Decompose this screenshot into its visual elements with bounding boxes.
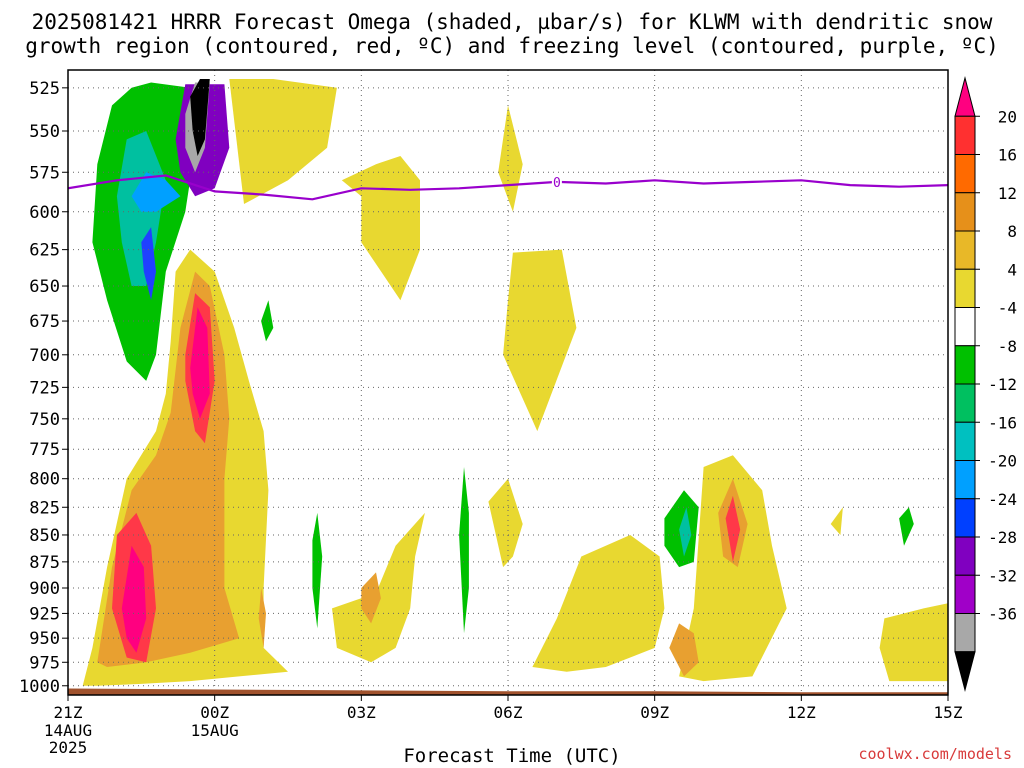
y-tick-label-800: 800 [29, 470, 60, 490]
y-tick-label-775: 775 [29, 440, 60, 460]
colorbar-bin-9 [954, 421, 976, 461]
terrain-band [68, 688, 948, 695]
omega-shade-16 [669, 623, 699, 677]
x-tick-label-2: 03Z [347, 703, 376, 722]
colorbar-label-9: -20 [988, 452, 1017, 471]
y-tick-label-725: 725 [29, 378, 60, 398]
colorbar-bin-2 [954, 154, 976, 194]
y-tick-label-900: 900 [29, 579, 60, 599]
omega-shade-15 [679, 455, 787, 682]
omega-shade-9 [498, 105, 523, 212]
colorbar-label-3: 8 [1007, 222, 1017, 241]
omega-shade-3 [190, 307, 210, 419]
omega-shade-19 [830, 507, 843, 535]
colorbar-bin-1 [954, 115, 976, 155]
chart-title-line2: growth region (contoured, red, ºC) and f… [25, 34, 999, 58]
colorbar-bin-3 [954, 192, 976, 232]
colorbar-label-5: -4 [998, 299, 1017, 318]
omega-shade-14 [532, 535, 665, 672]
colorbar-bin-8 [954, 383, 976, 423]
x-axis-label: Forecast Time (UTC) [403, 745, 621, 767]
omega-shade-18 [725, 495, 741, 562]
colorbar-label-6: -8 [998, 337, 1017, 356]
colorbar-label-8: -16 [988, 413, 1017, 432]
y-tick-label-875: 875 [29, 553, 60, 573]
omega-shade-7 [229, 79, 337, 204]
colorbar-label-13: -36 [988, 605, 1017, 624]
colorbar-label-7: -12 [988, 375, 1017, 394]
freezing-level-label: 0 [553, 176, 561, 191]
colorbar-bin-13 [954, 574, 976, 614]
colorbar-label-4: 4 [1007, 260, 1017, 279]
colorbar-bin-7 [954, 345, 976, 385]
omega-shade-5 [121, 545, 147, 653]
x-tick-label-0: 21Z [54, 703, 83, 722]
y-tick-label-525: 525 [29, 79, 60, 99]
x-tick-label-6: 15Z [934, 703, 963, 722]
x-sublabel-0-0: 14AUG [44, 721, 92, 740]
colorbar-label-1: 16 [998, 146, 1017, 165]
freezing-label-bg [551, 173, 562, 189]
x-tick-label-3: 06Z [494, 703, 523, 722]
omega-shade-12 [361, 572, 381, 624]
omega-shade-20 [879, 603, 948, 682]
omega-neg-shade-11 [679, 507, 692, 557]
colorbar-bin-14 [954, 613, 976, 653]
plot-area: 0 [68, 70, 948, 695]
colorbar-label-0: 20 [998, 107, 1017, 126]
omega-neg-shade-3 [141, 227, 156, 301]
omega-neg-shade-12 [899, 507, 914, 546]
y-tick-label-1000: 1000 [19, 677, 60, 697]
y-tick-label-600: 600 [29, 203, 60, 223]
y-tick-label-825: 825 [29, 498, 60, 518]
y-tick-label-550: 550 [29, 122, 60, 142]
omega-neg-shade-6 [190, 79, 210, 156]
chart-title-line1: 2025081421 HRRR Forecast Omega (shaded, … [31, 10, 993, 34]
omega-neg-shade-7 [261, 300, 274, 342]
y-tick-label-575: 575 [29, 163, 60, 183]
y-tick-label-750: 750 [29, 410, 60, 430]
colorbar-label-12: -32 [988, 566, 1017, 585]
omega-neg-shade-9 [459, 467, 469, 634]
colorbar-label-10: -24 [988, 490, 1017, 509]
freezing-level-line [68, 174, 948, 201]
colorbar-bin-4 [954, 230, 976, 270]
omega-shade-10 [503, 249, 577, 432]
omega-neg-shade-8 [312, 512, 323, 629]
colorbar-bin-10 [954, 460, 976, 500]
colorbar-bin-0 [954, 76, 976, 117]
colorbar-bin-12 [954, 536, 976, 576]
y-tick-label-625: 625 [29, 241, 60, 261]
colorbar-bin-11 [954, 498, 976, 538]
omega-shade-8 [341, 156, 420, 301]
y-tick-label-700: 700 [29, 346, 60, 366]
x-tick-label-5: 12Z [787, 703, 816, 722]
y-tick-label-650: 650 [29, 277, 60, 297]
x-sublabel-3-0: 15AUG [191, 721, 239, 740]
x-tick-label-4: 09Z [640, 703, 669, 722]
y-tick-label-850: 850 [29, 526, 60, 546]
y-tick-label-975: 975 [29, 653, 60, 673]
colorbar-bin-6 [954, 307, 976, 347]
y-tick-label-925: 925 [29, 604, 60, 624]
x-tick-label-1: 00Z [200, 703, 229, 722]
colorbar-label-2: 12 [998, 184, 1017, 203]
y-tick-label-950: 950 [29, 629, 60, 649]
x-sublabel-0-1: 2025 [49, 738, 88, 757]
colorbar-label-11: -28 [988, 528, 1017, 547]
omega-neg-shade-2 [131, 172, 181, 212]
omega-shade-6 [258, 588, 266, 648]
colorbar-bin-5 [954, 268, 976, 308]
omega-shade-13 [488, 478, 523, 568]
watermark: coolwx.com/models [858, 745, 1012, 763]
colorbar-bin-15 [954, 651, 976, 692]
y-tick-label-675: 675 [29, 312, 60, 332]
